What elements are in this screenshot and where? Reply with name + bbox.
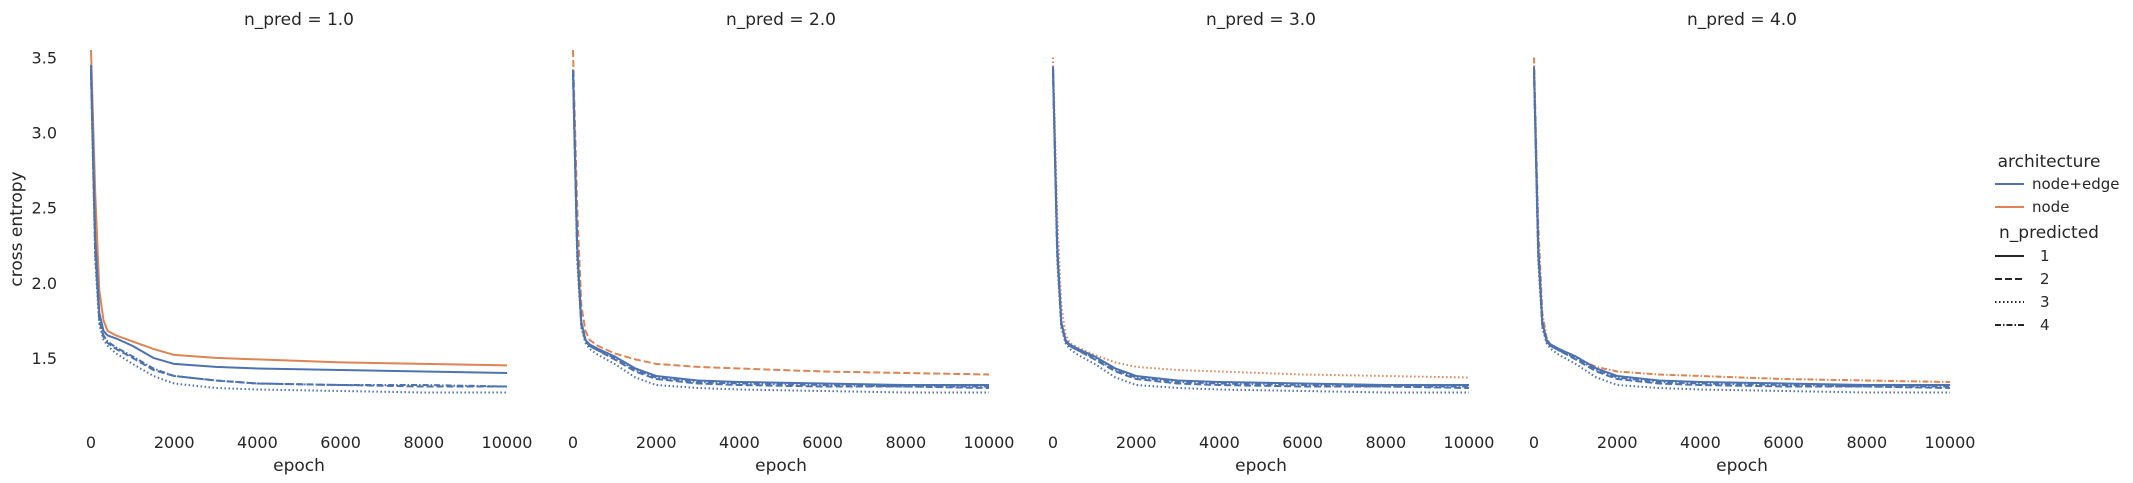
- x-tick-label: 4000: [719, 433, 760, 452]
- x-tick-label: 0: [1048, 433, 1058, 452]
- x-tick-label: 6000: [1763, 433, 1804, 452]
- y-axis-label: cross entropy: [7, 171, 27, 286]
- series-line-node-edge-2: [1533, 70, 1951, 389]
- y-tick-label: 3.5: [32, 49, 57, 68]
- y-tick-label: 3.0: [32, 124, 57, 143]
- x-axis-label: epoch: [273, 456, 325, 476]
- facet-panel-1: n_pred = 1.0 0 2000 4000 6000 8000 10000 epoch 1…: [32, 10, 533, 476]
- panel-title: n_pred = 3.0: [1206, 10, 1316, 30]
- x-tick-label: 8000: [885, 433, 926, 452]
- series-line-node-1: [90, 49, 508, 367]
- x-tick-label: 0: [568, 433, 578, 452]
- series-line-node-4: [1533, 57, 1951, 383]
- legend-item-label: node+edge: [2032, 175, 2120, 193]
- x-axis-label: epoch: [755, 456, 807, 476]
- series-line-node-edge-3: [1533, 75, 1950, 394]
- series-line-node-edge-1: [1052, 66, 1469, 386]
- x-tick-label: 0: [86, 433, 96, 452]
- x-tick-label: 10000: [1925, 433, 1976, 452]
- y-tick-label: 2.0: [32, 274, 57, 293]
- x-tick-label: 8000: [1365, 433, 1406, 452]
- series-line-node-edge-2: [572, 72, 990, 389]
- panel-title: n_pred = 1.0: [244, 10, 354, 30]
- series-line-node-edge-4: [572, 70, 989, 388]
- x-tick-label: 4000: [1199, 433, 1240, 452]
- series-line-node-edge-4: [1052, 69, 1469, 388]
- x-tick-label: 8000: [403, 433, 444, 452]
- series-line-node-edge-1: [572, 69, 989, 386]
- legend-item-label: node: [2032, 198, 2069, 216]
- x-tick-label: 10000: [964, 433, 1015, 452]
- facet-panels: n_pred = 1.0 0 2000 4000 6000 8000 10000 epoch 1…: [32, 10, 1976, 476]
- legend-item-label: 2: [2040, 270, 2050, 288]
- series-line-node-edge-3: [1052, 75, 1469, 394]
- series-line-node-edge-4: [90, 69, 508, 388]
- series-line-node-edge-3: [90, 75, 507, 394]
- x-tick-label: 4000: [1680, 433, 1721, 452]
- legend-item-label: 3: [2040, 293, 2050, 311]
- series-line-node-2: [572, 49, 990, 376]
- legend-title-architecture: architecture: [1998, 152, 2101, 172]
- series-line-node-edge-3: [572, 75, 989, 394]
- series-line-node-edge-2: [1052, 70, 1470, 389]
- x-axis-label: epoch: [1235, 456, 1287, 476]
- x-tick-label: 6000: [320, 433, 361, 452]
- x-tick-label: 2000: [1116, 433, 1157, 452]
- legend-title-n-predicted: n_predicted: [1999, 223, 2099, 243]
- facet-panel-3: n_pred = 3.0 0 2000 4000 6000 8000 10000 epoch: [1048, 10, 1495, 476]
- x-tick-label: 4000: [237, 433, 278, 452]
- x-tick-label: 10000: [1444, 433, 1495, 452]
- panel-title: n_pred = 2.0: [726, 10, 836, 30]
- x-tick-label: 0: [1529, 433, 1539, 452]
- legend-item-label: 4: [2040, 316, 2050, 334]
- facet-panel-2: n_pred = 2.0 0 2000 4000 6000 8000 10000 epoch: [568, 10, 1015, 476]
- x-axis-label: epoch: [1716, 456, 1768, 476]
- x-tick-label: 10000: [482, 433, 533, 452]
- series-line-node-edge-2: [90, 72, 507, 388]
- panel-title: n_pred = 4.0: [1687, 10, 1797, 30]
- x-tick-label: 8000: [1846, 433, 1887, 452]
- legend-item-label: 1: [2040, 247, 2050, 265]
- x-tick-label: 2000: [1597, 433, 1638, 452]
- series-line-node-edge-4: [1533, 69, 1950, 388]
- x-tick-label: 2000: [636, 433, 677, 452]
- y-tick-label: 1.5: [32, 349, 57, 368]
- x-tick-label: 2000: [154, 433, 195, 452]
- legend: architecture node+edge node n_predicted 1 2 3 4: [1995, 152, 2120, 334]
- x-tick-label: 6000: [1282, 433, 1323, 452]
- facet-panel-4: n_pred = 4.0 0 2000 4000 6000 8000 10000 epoch: [1529, 10, 1976, 476]
- y-tick-label: 2.5: [32, 199, 57, 218]
- x-tick-label: 6000: [802, 433, 843, 452]
- series-line-node-3: [1052, 57, 1470, 379]
- series-line-node-edge-1: [90, 64, 508, 374]
- series-line-node-edge-1: [1533, 66, 1950, 386]
